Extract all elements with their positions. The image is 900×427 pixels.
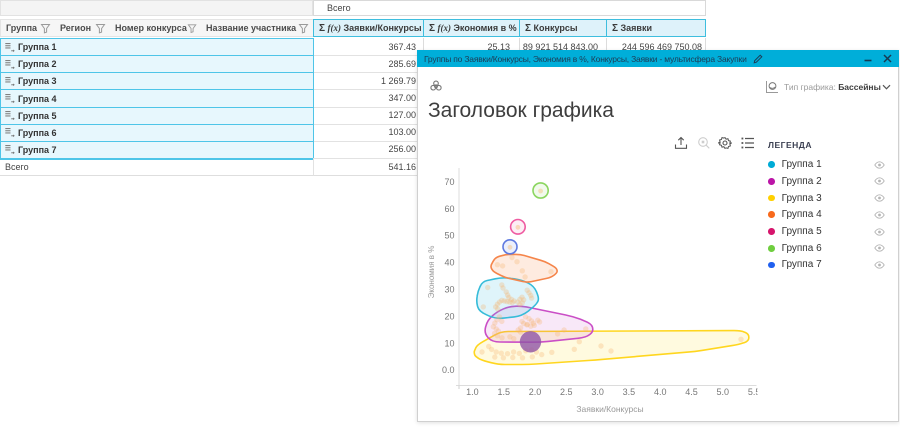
- svg-text:3.5: 3.5: [623, 387, 636, 397]
- svg-text:30: 30: [444, 285, 454, 295]
- svg-text:40: 40: [444, 258, 454, 268]
- svg-text:1.0: 1.0: [466, 387, 479, 397]
- svg-text:10: 10: [444, 338, 454, 348]
- svg-text:Экономия в %: Экономия в %: [427, 246, 436, 299]
- svg-text:4.0: 4.0: [654, 387, 667, 397]
- svg-text:2.0: 2.0: [529, 387, 542, 397]
- svg-text:5.0: 5.0: [717, 387, 730, 397]
- svg-text:4.5: 4.5: [685, 387, 698, 397]
- svg-text:Заявки/Конкурсы: Заявки/Конкурсы: [576, 404, 643, 414]
- svg-text:20: 20: [444, 311, 454, 321]
- svg-text:70: 70: [444, 177, 454, 187]
- svg-text:5.5: 5.5: [748, 387, 761, 397]
- svg-text:50: 50: [444, 231, 454, 241]
- svg-text:1.5: 1.5: [497, 387, 510, 397]
- svg-text:60: 60: [444, 204, 454, 214]
- svg-text:0.0: 0.0: [442, 365, 455, 375]
- svg-text:2.5: 2.5: [560, 387, 573, 397]
- svg-text:3.0: 3.0: [591, 387, 604, 397]
